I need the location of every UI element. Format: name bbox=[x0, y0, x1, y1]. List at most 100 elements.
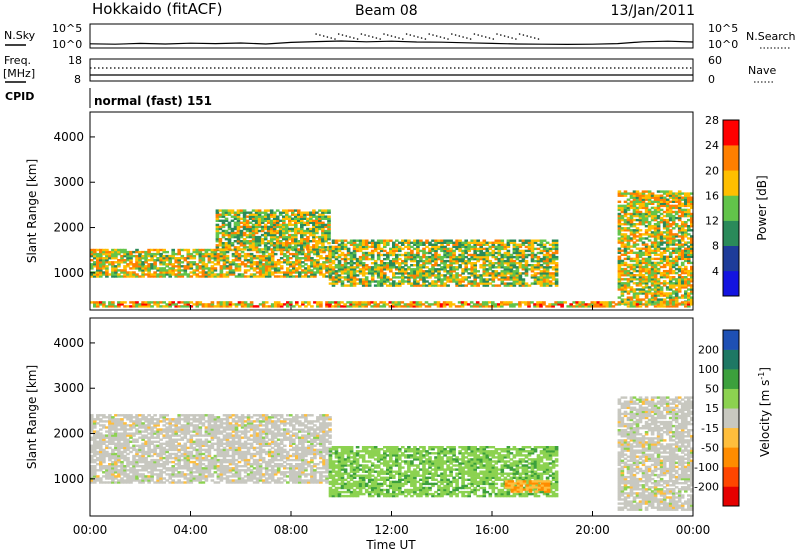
echo-cell bbox=[105, 471, 109, 474]
echo-cell bbox=[240, 250, 245, 254]
echo-cell bbox=[328, 303, 332, 306]
echo-cell bbox=[641, 298, 646, 301]
echo-cell bbox=[626, 305, 631, 308]
echo-cell bbox=[635, 227, 640, 230]
echo-cell bbox=[304, 252, 308, 256]
echo-cell bbox=[159, 428, 163, 431]
echo-cell bbox=[512, 305, 516, 308]
echo-cell bbox=[662, 271, 667, 275]
echo-cell bbox=[497, 239, 502, 242]
echo-cell bbox=[379, 249, 384, 253]
echo-cell bbox=[677, 208, 682, 212]
echo-cell bbox=[491, 255, 496, 259]
echo-cell bbox=[395, 276, 399, 279]
echo-cell bbox=[665, 271, 670, 275]
echo-cell bbox=[461, 241, 465, 244]
echo-cell bbox=[141, 267, 145, 270]
echo-cell bbox=[617, 282, 622, 285]
echo-cell bbox=[201, 269, 206, 272]
echo-cell bbox=[452, 274, 456, 277]
echo-cell bbox=[641, 269, 646, 273]
echo-cell bbox=[479, 264, 483, 267]
echo-cell bbox=[452, 255, 456, 259]
echo-cell bbox=[99, 428, 103, 431]
echo-cell bbox=[99, 454, 103, 458]
echo-cell bbox=[289, 275, 293, 278]
echo-cell bbox=[117, 434, 121, 437]
echo-cell bbox=[273, 271, 278, 274]
echo-cell bbox=[224, 233, 229, 237]
echo-cell bbox=[617, 259, 622, 263]
echo-cell bbox=[222, 252, 227, 256]
echo-cell bbox=[687, 261, 691, 265]
echo-cell bbox=[464, 276, 468, 279]
echo-cell bbox=[467, 276, 471, 279]
echo-cell bbox=[315, 219, 319, 222]
echo-cell bbox=[656, 237, 661, 240]
echo-cell bbox=[129, 463, 133, 466]
echo-cell bbox=[617, 206, 622, 210]
echo-cell bbox=[144, 252, 148, 256]
echo-cell bbox=[111, 418, 115, 421]
echo-cell bbox=[437, 274, 441, 277]
echo-cell bbox=[227, 227, 232, 231]
echo-cell bbox=[482, 266, 487, 269]
echo-cell bbox=[551, 251, 556, 255]
echo-cell bbox=[680, 301, 685, 304]
echo-cell bbox=[334, 247, 339, 251]
echo-cell bbox=[425, 274, 429, 277]
echo-cell bbox=[147, 305, 151, 308]
echo-cell bbox=[147, 471, 151, 474]
echo-cell bbox=[407, 245, 411, 249]
echo-cell bbox=[272, 238, 277, 241]
echo-cell bbox=[306, 244, 310, 247]
echo-cell bbox=[300, 221, 304, 224]
echo-cell bbox=[261, 254, 266, 258]
echo-cell bbox=[180, 265, 185, 268]
echo-cell bbox=[479, 245, 483, 249]
echo-cell bbox=[545, 268, 550, 271]
echo-cell bbox=[183, 265, 188, 268]
echo-cell bbox=[617, 276, 622, 279]
echo-cell bbox=[376, 266, 381, 269]
echo-cell bbox=[524, 270, 529, 273]
echo-cell bbox=[286, 269, 290, 272]
echo-cell bbox=[267, 259, 272, 262]
echo-cell bbox=[309, 227, 313, 231]
echo-cell bbox=[500, 243, 505, 246]
echo-cell bbox=[273, 275, 278, 278]
echo-cell bbox=[224, 229, 229, 233]
echo-cell bbox=[102, 305, 106, 308]
echo-cell bbox=[647, 225, 652, 228]
echo-cell bbox=[349, 284, 354, 287]
echo-cell bbox=[150, 467, 154, 470]
echo-cell bbox=[476, 241, 480, 244]
echo-cell bbox=[395, 268, 399, 271]
echo-cell bbox=[671, 296, 676, 299]
echo-cell bbox=[386, 253, 390, 257]
echo-cell bbox=[261, 269, 266, 272]
echo-cell bbox=[249, 261, 254, 264]
echo-cell bbox=[147, 442, 151, 445]
echo-cell bbox=[168, 263, 172, 266]
echo-cell bbox=[434, 257, 438, 261]
echo-cell bbox=[539, 259, 544, 263]
echo-cell bbox=[467, 268, 471, 271]
echo-cell bbox=[147, 426, 151, 429]
echo-cell bbox=[485, 241, 490, 244]
echo-cell bbox=[99, 273, 103, 276]
freq-tick-top: 18 bbox=[68, 54, 82, 67]
echo-cell bbox=[93, 446, 97, 450]
echo-cell bbox=[316, 254, 320, 258]
echo-cell bbox=[392, 247, 396, 251]
echo-cell bbox=[273, 267, 278, 270]
echo-cell bbox=[644, 294, 649, 297]
echo-cell bbox=[102, 252, 106, 256]
echo-cell bbox=[213, 267, 218, 270]
echo-cell bbox=[138, 259, 142, 262]
echo-cell bbox=[310, 259, 314, 262]
echo-cell bbox=[671, 247, 676, 250]
echo-cell bbox=[449, 241, 453, 244]
echo-cell bbox=[416, 270, 420, 273]
echo-cell bbox=[236, 233, 241, 237]
